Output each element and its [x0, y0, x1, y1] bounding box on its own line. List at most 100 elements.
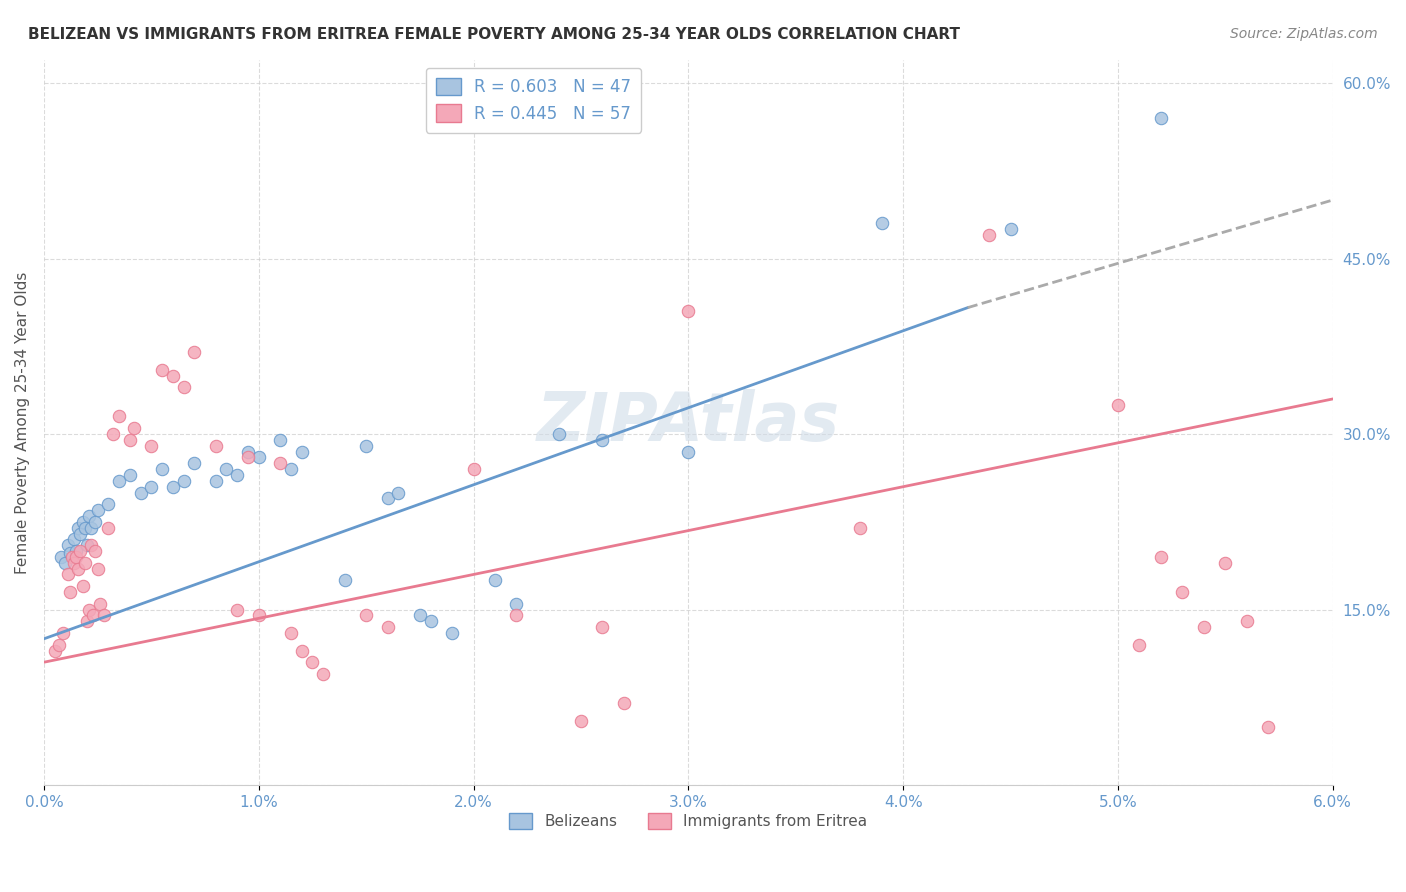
Point: [69, 544, 91, 558]
Point: [870, 216, 893, 230]
Point: [247, 608, 270, 623]
Point: [409, 608, 432, 623]
Point: [53, 556, 76, 570]
Point: [1171, 585, 1194, 599]
Point: [1000, 222, 1022, 236]
Point: [548, 427, 571, 442]
Point: [76, 538, 98, 552]
Point: [82, 608, 104, 623]
Point: [108, 474, 131, 488]
Point: [69, 526, 91, 541]
Point: [97, 521, 120, 535]
Point: [1128, 638, 1150, 652]
Point: [1236, 614, 1258, 628]
Point: [173, 474, 195, 488]
Point: [236, 444, 259, 458]
Point: [204, 439, 226, 453]
Point: [1107, 398, 1129, 412]
Point: [97, 497, 120, 511]
Point: [484, 574, 506, 588]
Point: [269, 456, 291, 470]
Point: [204, 474, 226, 488]
Point: [56, 538, 79, 552]
Point: [441, 626, 464, 640]
Point: [162, 480, 184, 494]
Point: [354, 608, 377, 623]
Point: [52, 626, 75, 640]
Point: [86, 503, 108, 517]
Point: [247, 450, 270, 465]
Point: [678, 444, 700, 458]
Legend: Belizeans, Immigrants from Eritrea: Belizeans, Immigrants from Eritrea: [503, 807, 873, 836]
Point: [150, 362, 173, 376]
Point: [48, 638, 70, 652]
Point: [613, 696, 636, 710]
Point: [67, 561, 90, 575]
Y-axis label: Female Poverty Among 25-34 Year Olds: Female Poverty Among 25-34 Year Olds: [15, 271, 30, 574]
Point: [162, 368, 184, 383]
Point: [89, 597, 111, 611]
Point: [505, 608, 527, 623]
Text: BELIZEAN VS IMMIGRANTS FROM ERITREA FEMALE POVERTY AMONG 25-34 YEAR OLDS CORRELA: BELIZEAN VS IMMIGRANTS FROM ERITREA FEMA…: [28, 27, 960, 42]
Point: [849, 521, 872, 535]
Point: [141, 439, 163, 453]
Point: [354, 439, 377, 453]
Point: [65, 549, 87, 564]
Point: [569, 714, 592, 728]
Point: [93, 608, 115, 623]
Point: [269, 433, 291, 447]
Point: [77, 508, 100, 523]
Point: [183, 345, 205, 359]
Point: [118, 433, 141, 447]
Point: [101, 427, 124, 442]
Point: [150, 462, 173, 476]
Point: [291, 643, 314, 657]
Point: [44, 643, 66, 657]
Point: [1257, 720, 1279, 734]
Point: [280, 626, 302, 640]
Point: [312, 667, 335, 681]
Point: [141, 480, 163, 494]
Point: [80, 521, 103, 535]
Point: [301, 655, 323, 669]
Point: [291, 444, 314, 458]
Point: [72, 515, 94, 529]
Point: [84, 515, 107, 529]
Point: [236, 450, 259, 465]
Point: [226, 602, 249, 616]
Point: [377, 620, 399, 634]
Point: [118, 468, 141, 483]
Point: [67, 521, 90, 535]
Point: [387, 485, 409, 500]
Point: [65, 544, 87, 558]
Point: [49, 549, 72, 564]
Point: [84, 544, 107, 558]
Point: [678, 304, 700, 318]
Point: [86, 561, 108, 575]
Point: [1215, 556, 1237, 570]
Point: [977, 228, 1000, 243]
Point: [129, 485, 152, 500]
Point: [505, 597, 527, 611]
Point: [72, 579, 94, 593]
Point: [56, 567, 79, 582]
Point: [1192, 620, 1215, 634]
Point: [215, 462, 238, 476]
Point: [419, 614, 441, 628]
Point: [463, 462, 485, 476]
Point: [183, 456, 205, 470]
Point: [77, 602, 100, 616]
Point: [108, 409, 131, 424]
Point: [122, 421, 145, 435]
Point: [591, 433, 613, 447]
Point: [63, 556, 86, 570]
Point: [63, 533, 86, 547]
Text: Source: ZipAtlas.com: Source: ZipAtlas.com: [1230, 27, 1378, 41]
Point: [377, 491, 399, 506]
Point: [1150, 549, 1173, 564]
Point: [280, 462, 302, 476]
Point: [226, 468, 249, 483]
Text: ZIPAtlas: ZIPAtlas: [537, 389, 839, 455]
Point: [80, 538, 103, 552]
Point: [60, 549, 83, 564]
